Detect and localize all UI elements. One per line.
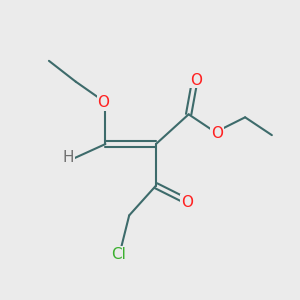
Text: O: O xyxy=(190,73,202,88)
Text: O: O xyxy=(211,126,223,141)
Text: O: O xyxy=(181,194,193,209)
Text: H: H xyxy=(62,150,74,165)
Text: Cl: Cl xyxy=(111,247,126,262)
Text: O: O xyxy=(97,95,109,110)
